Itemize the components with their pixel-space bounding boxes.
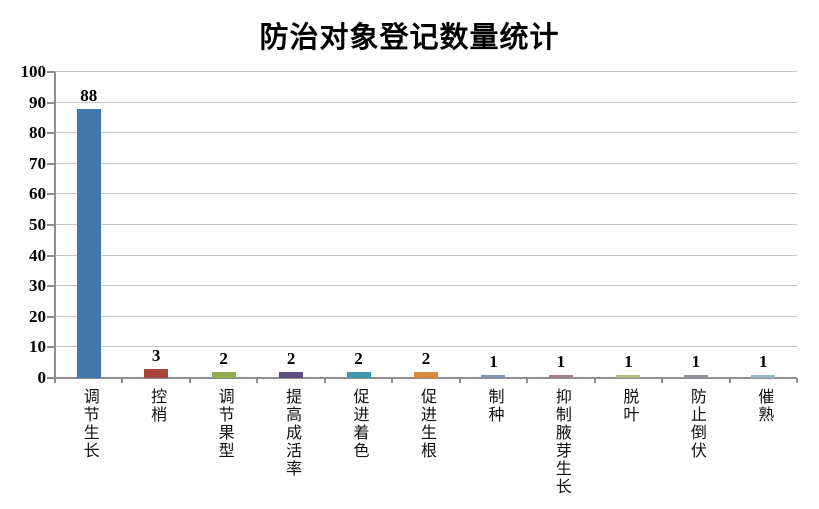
y-axis-tick	[47, 346, 55, 349]
x-axis-tick	[728, 378, 731, 383]
x-axis-category-label: 控梢	[148, 388, 166, 424]
y-axis-tick-label: 10	[29, 337, 46, 357]
x-axis-category-label: 催熟	[755, 388, 773, 424]
x-axis-category-label: 制种	[485, 388, 503, 424]
x-axis-category-label: 提高成活率	[283, 388, 301, 478]
y-axis-tick	[47, 162, 55, 165]
x-axis-category-label: 促进着色	[350, 388, 368, 460]
y-axis-tick-label: 100	[20, 62, 47, 81]
x-axis-tick	[526, 378, 529, 383]
y-axis-tick	[47, 132, 55, 135]
bar	[481, 374, 506, 378]
x-axis-category-label: 脱叶	[620, 388, 638, 424]
y-axis-tick	[47, 71, 55, 73]
bar	[144, 368, 169, 378]
bar	[751, 374, 776, 378]
bar-value-label: 1	[556, 351, 566, 371]
x-axis-tick	[323, 378, 326, 383]
gridline	[55, 193, 797, 195]
x-axis-tick	[796, 378, 798, 383]
x-axis-category-label: 调节果型	[215, 388, 233, 460]
gridline	[55, 132, 797, 134]
y-axis-tick-label: 70	[29, 153, 46, 173]
bar-value-label: 1	[759, 351, 768, 371]
gridline	[55, 162, 797, 164]
bar	[616, 374, 641, 378]
y-axis-tick	[47, 254, 55, 257]
y-axis-tick-label: 50	[29, 215, 46, 234]
bar	[414, 371, 438, 378]
bar	[279, 371, 304, 378]
y-axis-tick	[47, 315, 55, 318]
bar-value-label: 1	[624, 351, 633, 371]
bar	[76, 108, 101, 378]
x-axis-tick	[458, 378, 461, 383]
x-axis-tick	[593, 378, 596, 383]
x-axis-tick	[188, 378, 191, 383]
bar	[346, 371, 371, 378]
bar-value-label: 1	[691, 351, 701, 371]
gridline	[55, 285, 797, 287]
y-axis-tick	[47, 101, 55, 104]
bar-value-label: 1	[489, 351, 498, 371]
y-axis-tick-label: 30	[29, 276, 46, 296]
gridline	[55, 254, 797, 256]
gridline	[55, 346, 797, 348]
x-axis-category-label: 促进生根	[418, 388, 435, 460]
bar	[211, 371, 236, 378]
x-axis-tick	[121, 378, 124, 383]
bar-value-label: 2	[354, 348, 363, 368]
bar-value-label: 2	[219, 348, 228, 368]
y-axis-tick	[47, 285, 55, 288]
bar	[683, 374, 708, 378]
x-axis-category-label: 调节生长	[80, 388, 98, 460]
bar-value-label: 2	[286, 348, 296, 368]
gridline	[55, 71, 797, 72]
y-axis-tick-label: 0	[37, 368, 47, 387]
gridline	[55, 101, 797, 103]
gridline	[55, 224, 797, 225]
y-axis-tick-label: 80	[29, 123, 46, 143]
x-axis-tick	[54, 378, 56, 383]
bar-value-label: 88	[80, 85, 98, 105]
gridline	[55, 315, 797, 317]
bar	[548, 374, 573, 378]
bar-value-label: 3	[151, 345, 161, 365]
bar-value-label: 2	[421, 348, 431, 368]
y-axis-line	[54, 72, 56, 379]
x-axis-category-label: 防止倒伏	[687, 388, 705, 460]
x-axis-category-label: 抑制腋芽生长	[552, 388, 570, 496]
chart-title: 防治对象登记数量统计	[259, 22, 560, 54]
x-axis-line	[48, 377, 797, 379]
x-axis-tick	[256, 378, 259, 383]
x-axis-tick	[661, 378, 664, 383]
y-axis-tick	[47, 224, 55, 226]
y-axis-tick	[47, 193, 55, 196]
y-axis-tick-label: 90	[29, 92, 46, 112]
y-axis-tick-label: 20	[29, 306, 46, 326]
plot-area	[55, 71, 797, 378]
y-axis-tick	[47, 377, 55, 379]
x-axis-tick	[391, 378, 394, 383]
y-axis-tick-label: 40	[29, 245, 46, 265]
y-axis-tick-label: 60	[29, 184, 46, 204]
